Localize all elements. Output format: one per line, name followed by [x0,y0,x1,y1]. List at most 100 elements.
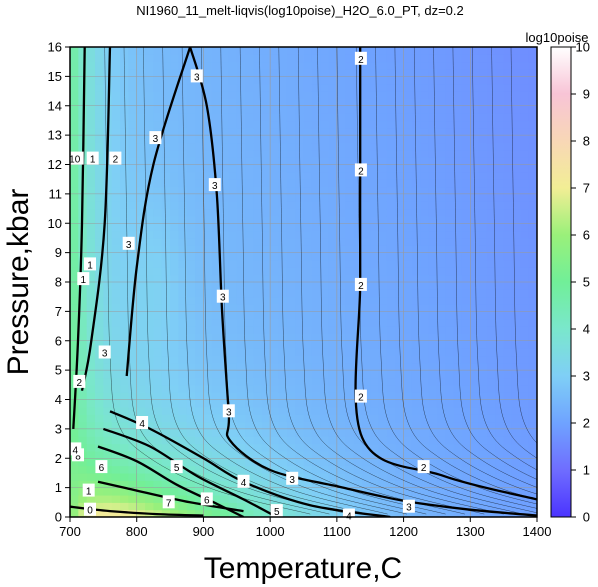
heatmap-cell [228,127,238,136]
heatmap-cell [378,282,388,290]
heatmap-cell [495,127,505,136]
heatmap-cell [245,105,255,114]
heatmap-cell [220,186,230,195]
heatmap-cell [178,436,188,445]
heatmap-cell [270,311,280,320]
heatmap-cell [111,502,121,511]
heatmap-cell [528,142,537,151]
heatmap-cell [70,487,79,496]
heatmap-cell [336,171,346,180]
heatmap-cell [420,135,430,144]
heatmap-cell [436,127,446,136]
heatmap-cell [470,267,480,276]
heatmap-cell [86,69,96,77]
heatmap-cell [70,215,79,224]
heatmap-cell [203,480,213,489]
heatmap-cell [270,186,280,195]
heatmap-cell [303,428,313,437]
heatmap-cell [95,91,104,99]
heatmap-cell [395,54,405,63]
heatmap-cell [361,421,371,430]
heatmap-cell [70,54,79,63]
heatmap-cell [378,465,388,474]
heatmap-cell [495,61,505,70]
heatmap-cell [195,311,205,320]
heatmap-cell [153,61,163,70]
heatmap-cell [345,274,355,283]
heatmap-cell [186,113,196,122]
heatmap-cell [86,179,96,188]
heatmap-cell [178,428,188,437]
heatmap-cell [311,465,321,474]
heatmap-cell [395,443,405,452]
heatmap-cell [478,465,488,474]
heatmap-cell [486,326,496,334]
heatmap-cell [120,120,129,129]
heatmap-cell [211,289,221,298]
heatmap-cell [261,326,271,334]
heatmap-cell [178,458,188,467]
heatmap-cell [120,252,129,261]
heatmap-cell [370,113,380,122]
heatmap-cell [461,472,471,481]
heatmap-cell [270,193,280,202]
heatmap-cell [236,47,246,55]
heatmap-cell [70,186,79,195]
heatmap-cell [236,362,246,371]
heatmap-cell [211,208,221,217]
heatmap-cell [361,113,371,122]
contour-label-text: 2 [421,463,427,474]
heatmap-cell [428,458,438,467]
heatmap-cell [111,201,121,210]
heatmap-cell [445,76,455,85]
heatmap-cell [245,384,255,393]
heatmap-cell [520,274,530,283]
heatmap-cell [303,370,313,379]
heatmap-cell [370,69,380,77]
heatmap-cell [145,296,154,305]
heatmap-cell [478,142,488,151]
heatmap-cell [195,193,205,202]
heatmap-cell [495,230,505,239]
heatmap-cell [328,274,338,283]
heatmap-cell [286,171,296,180]
heatmap-cell [311,392,321,401]
heatmap-cell [478,436,488,445]
heatmap-cell [278,149,288,158]
heatmap-cell [286,392,296,401]
heatmap-cell [336,421,346,430]
heatmap-cell [95,480,104,489]
heatmap-cell [103,333,113,342]
heatmap-cell [203,487,213,496]
heatmap-cell [145,208,154,217]
heatmap-cell [228,509,238,517]
heatmap-cell [411,259,421,268]
heatmap-cell [153,377,163,386]
heatmap-cell [236,245,246,254]
heatmap-cell [178,296,188,305]
heatmap-cell [395,252,405,261]
heatmap-cell [528,282,537,290]
heatmap-cell [195,149,205,158]
heatmap-cell [386,120,396,129]
heatmap-cell [253,377,263,386]
heatmap-cell [161,377,171,386]
heatmap-cell [528,399,537,408]
heatmap-cell [353,370,363,379]
heatmap-cell [70,465,79,474]
heatmap-cell [178,318,188,327]
heatmap-cell [195,61,205,70]
heatmap-cell [395,296,405,305]
heatmap-cell [470,296,480,305]
heatmap-cell [486,83,496,92]
heatmap-cell [203,171,213,180]
heatmap-cell [528,406,537,415]
heatmap-cell [511,333,521,342]
heatmap-cell [170,142,180,151]
heatmap-cell [103,186,113,195]
heatmap-cell [453,91,463,99]
heatmap-cell [311,54,321,63]
heatmap-cell [245,230,255,239]
heatmap-cell [245,348,255,357]
heatmap-cell [395,164,405,173]
